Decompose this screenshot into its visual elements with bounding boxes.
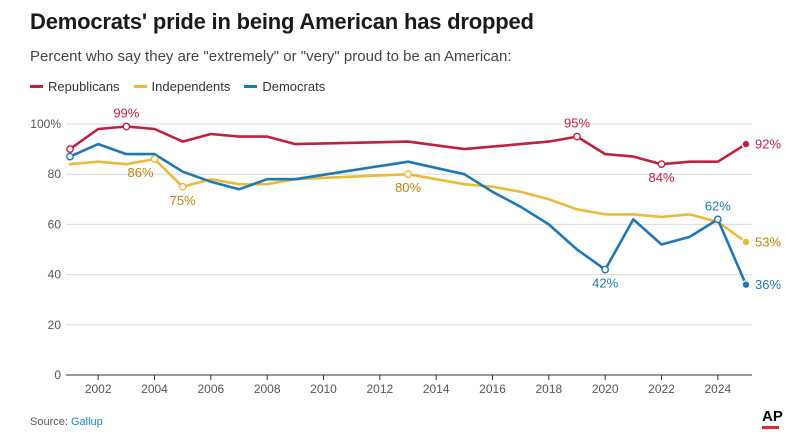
legend-label-independents: Independents <box>151 79 231 94</box>
y-tick-label-20: 20 <box>48 318 62 332</box>
data-label-republicans-2019: 95% <box>564 116 590 131</box>
data-label-democrats-2025: 36% <box>755 277 781 292</box>
data-label-independents-2013: 80% <box>395 180 421 195</box>
series-line-democrats <box>68 142 748 286</box>
marker-independents-2013 <box>404 170 412 179</box>
legend-label-democrats: Democrats <box>262 79 326 94</box>
legend-label-republicans: Republicans <box>48 79 120 94</box>
ap-logo-bar <box>762 426 779 429</box>
source-link[interactable]: Gallup <box>70 416 103 428</box>
x-tick-label-2004: 2004 <box>141 382 168 396</box>
y-tick-label-100: 100% <box>30 117 61 131</box>
x-tick-label-2024: 2024 <box>704 382 731 396</box>
legend-swatch-republicans <box>30 85 43 88</box>
x-tick-label-2016: 2016 <box>479 382 506 396</box>
source-note: Source: Gallup <box>30 416 103 428</box>
marker-independents-2005 <box>178 182 187 191</box>
legend-item-independents: Independents <box>133 79 231 94</box>
marker-republicans-2025 <box>741 139 751 149</box>
data-label-independents-2025: 53% <box>755 234 781 249</box>
data-label-republicans-2003: 99% <box>113 106 139 121</box>
ap-logo: AP <box>762 408 783 425</box>
chart-subtitle: Percent who say they are "extremely" or … <box>30 48 512 65</box>
x-tick-label-2002: 2002 <box>85 382 112 396</box>
data-label-independents-2005: 75% <box>170 193 196 208</box>
data-label-republicans-2022: 84% <box>648 170 674 185</box>
marker-republicans-2003 <box>122 122 131 131</box>
y-tick-label-40: 40 <box>48 268 62 282</box>
x-tick-label-2020: 2020 <box>592 382 619 396</box>
x-tick-label-2008: 2008 <box>254 382 281 396</box>
marker-democrats-2001 <box>66 152 74 161</box>
marker-republicans-2022 <box>657 160 666 169</box>
x-tick-label-2022: 2022 <box>648 382 675 396</box>
marker-independents-2004 <box>150 155 159 164</box>
legend-swatch-independents <box>133 85 147 88</box>
marker-democrats-2025 <box>741 280 751 290</box>
source-label: Source: <box>30 416 68 428</box>
chart-title: Democrats' pride in being American has d… <box>30 9 534 34</box>
x-tick-label-2012: 2012 <box>366 382 393 396</box>
x-tick-label-2006: 2006 <box>197 382 224 396</box>
series-line-republicans <box>68 125 748 166</box>
x-tick-label-2014: 2014 <box>423 382 450 396</box>
y-tick-label-80: 80 <box>48 167 62 181</box>
data-label-democrats-2020: 42% <box>592 276 618 291</box>
legend: Republicans Independents Democrats <box>30 79 325 94</box>
legend-item-republicans: Republicans <box>30 79 120 94</box>
y-tick-label-0: 0 <box>54 368 61 382</box>
series-line-independents <box>68 157 748 244</box>
marker-democrats-2020 <box>601 265 610 274</box>
marker-republicans-2001 <box>66 145 74 154</box>
y-tick-label-60: 60 <box>48 217 62 231</box>
data-label-republicans-2025: 92% <box>755 137 781 152</box>
marker-democrats-2024 <box>713 215 722 224</box>
x-tick-label-2018: 2018 <box>535 382 562 396</box>
legend-item-democrats: Democrats <box>244 79 325 94</box>
data-label-democrats-2024: 62% <box>705 198 731 213</box>
data-label-independents-2004: 86% <box>127 165 153 180</box>
x-tick-label-2010: 2010 <box>310 382 337 396</box>
legend-swatch-democrats <box>244 85 258 88</box>
marker-independents-2025 <box>741 237 751 247</box>
marker-republicans-2019 <box>573 132 581 141</box>
